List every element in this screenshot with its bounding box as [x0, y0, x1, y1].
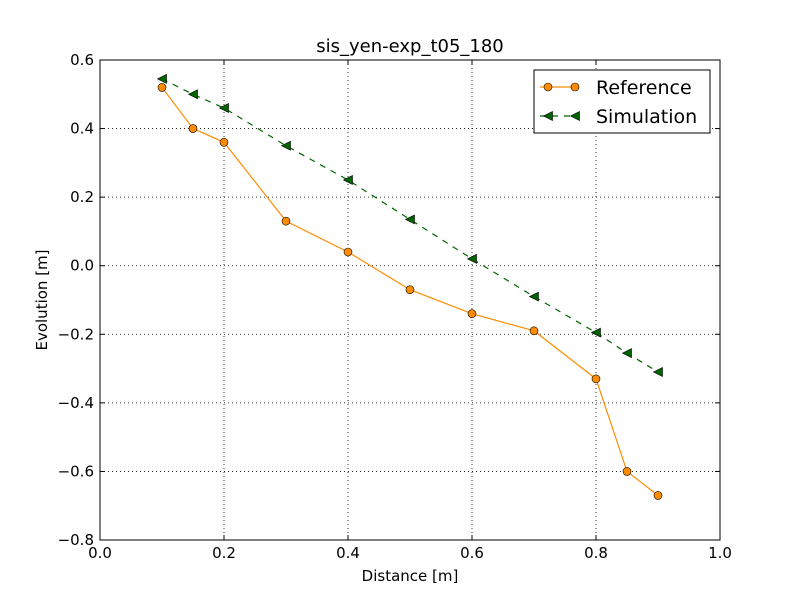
x-tick-label: 0.6	[460, 544, 484, 562]
data-point-reference	[189, 125, 197, 133]
legend-marker-reference	[571, 83, 579, 91]
legend-label-reference: Reference	[596, 77, 692, 99]
data-point-reference	[220, 138, 228, 146]
data-point-reference	[282, 217, 290, 225]
y-tick-label: −0.4	[58, 394, 94, 412]
data-point-reference	[468, 310, 476, 318]
legend: Reference Simulation	[534, 70, 710, 133]
data-point-reference	[592, 375, 600, 383]
data-point-reference	[406, 286, 414, 294]
y-tick-label: 0.0	[70, 257, 94, 275]
legend-label-simulation: Simulation	[596, 106, 697, 128]
legend-marker-reference	[544, 83, 552, 91]
x-tick-label: 0.8	[584, 544, 608, 562]
y-tick-label: −0.2	[58, 325, 94, 343]
data-point-reference	[344, 248, 352, 256]
x-tick-label: 1.0	[708, 544, 732, 562]
y-tick-label: −0.8	[58, 531, 94, 549]
data-point-reference	[158, 83, 166, 91]
x-tick-label: 0.2	[212, 544, 236, 562]
y-axis-label: Evolution [m]	[33, 249, 51, 350]
data-point-reference	[530, 327, 538, 335]
chart-title: sis_yen-exp_t05_180	[316, 36, 504, 57]
y-tick-label: 0.4	[70, 120, 94, 138]
y-tick-label: 0.6	[70, 51, 94, 69]
data-point-reference	[654, 491, 662, 499]
y-tick-label: −0.6	[58, 462, 94, 480]
data-point-reference	[623, 467, 631, 475]
x-tick-label: 0.4	[336, 544, 360, 562]
y-tick-label: 0.2	[70, 188, 94, 206]
x-axis-label: Distance [m]	[362, 567, 459, 585]
